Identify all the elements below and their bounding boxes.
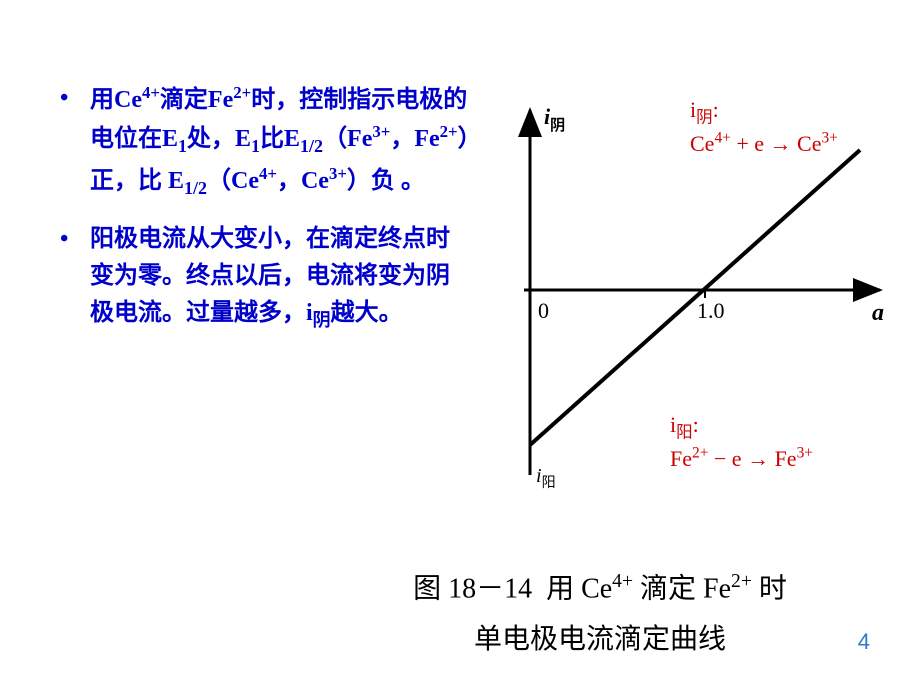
svg-text:1.0: 1.0 bbox=[697, 298, 725, 323]
bullet-marker: • bbox=[60, 80, 90, 203]
figure-caption: 图 18－14 用 Ce4+ 滴定 Fe2+ 时单电极电流滴定曲线 bbox=[320, 564, 880, 665]
bullet-marker: • bbox=[60, 221, 90, 335]
bullet-text-1: 用Ce4+滴定Fe2+时，控制指示电极的电位在E1处，E1比E1/2（Fe3+，… bbox=[90, 80, 470, 203]
bullet-text-2: 阳极电流从大变小，在滴定终点时变为零。终点以后，电流将变为阴极电流。过量越多，i… bbox=[90, 221, 470, 335]
cathode-reaction-label: i阴: Ce4+ + e → Ce3+ bbox=[690, 95, 838, 159]
svg-text:i阴: i阴 bbox=[544, 104, 565, 134]
svg-text:0: 0 bbox=[538, 298, 549, 323]
page-number: 4 bbox=[858, 629, 870, 655]
bullet-item: • 用Ce4+滴定Fe2+时，控制指示电极的电位在E1处，E1比E1/2（Fe3… bbox=[60, 80, 470, 203]
bullet-item: • 阳极电流从大变小，在滴定终点时变为零。终点以后，电流将变为阴极电流。过量越多… bbox=[60, 221, 470, 335]
titration-chart: 0 1.0 a i阴 i阳 i阴: Ce4+ + e → Ce3+ i阳: Fe2+ −… bbox=[480, 80, 900, 490]
chart-column: 0 1.0 a i阴 i阳 i阴: Ce4+ + e → Ce3+ i阳: Fe2+ −… bbox=[480, 80, 900, 490]
svg-text:i阳: i阳 bbox=[536, 465, 556, 490]
bullet-list: • 用Ce4+滴定Fe2+时，控制指示电极的电位在E1处，E1比E1/2（Fe3… bbox=[60, 80, 480, 490]
svg-text:a: a bbox=[872, 300, 884, 326]
anode-reaction-label: i阳: Fe2+ − e → Fe3+ bbox=[670, 410, 813, 474]
